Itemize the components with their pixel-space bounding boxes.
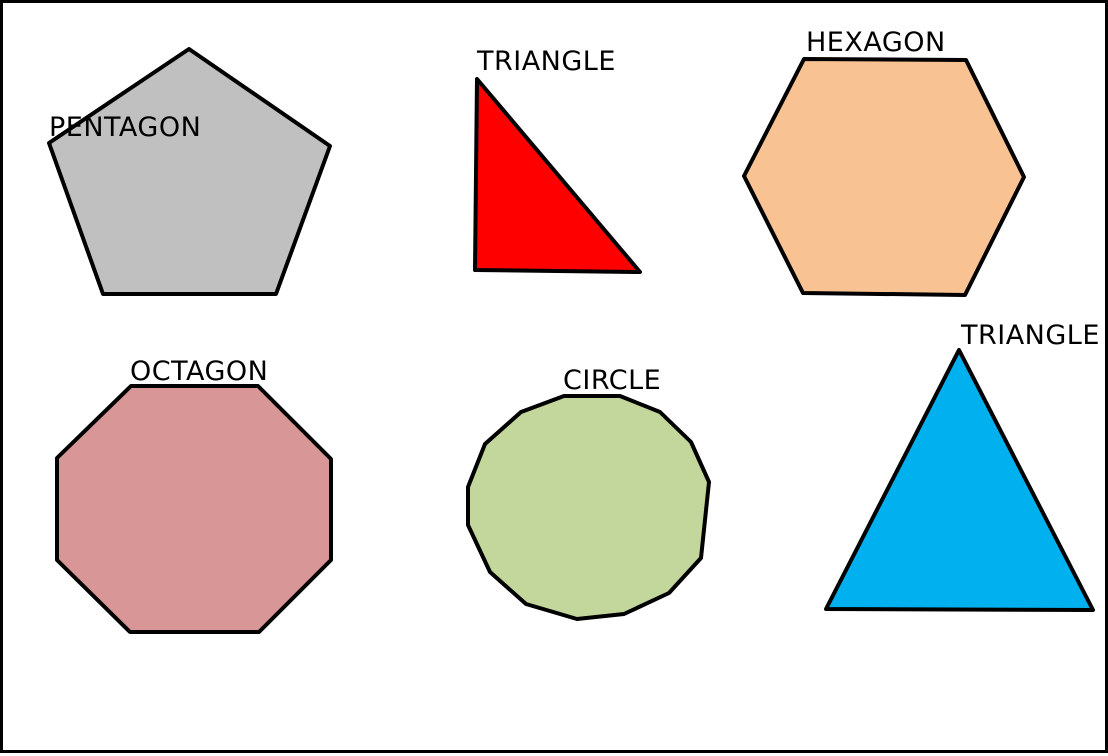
triangle-shape <box>824 348 1095 612</box>
right-triangle-shape <box>473 77 642 274</box>
hexagon-label: HEXAGON <box>806 27 946 58</box>
octagon-shape <box>55 384 333 634</box>
right-triangle-label: TRIANGLE <box>476 46 616 77</box>
triangle-label: TRIANGLE <box>960 320 1100 351</box>
pentagon-label: PENTAGON <box>49 112 201 143</box>
shapes-diagram: PENTAGON TRIANGLE HEXAGON OCTAGON CIRCLE… <box>47 27 1100 634</box>
hexagon-shape <box>742 57 1026 297</box>
circle-shape <box>466 394 711 621</box>
octagon-label: OCTAGON <box>130 356 268 387</box>
pentagon-shape <box>47 47 332 296</box>
circle-label: CIRCLE <box>563 365 661 396</box>
